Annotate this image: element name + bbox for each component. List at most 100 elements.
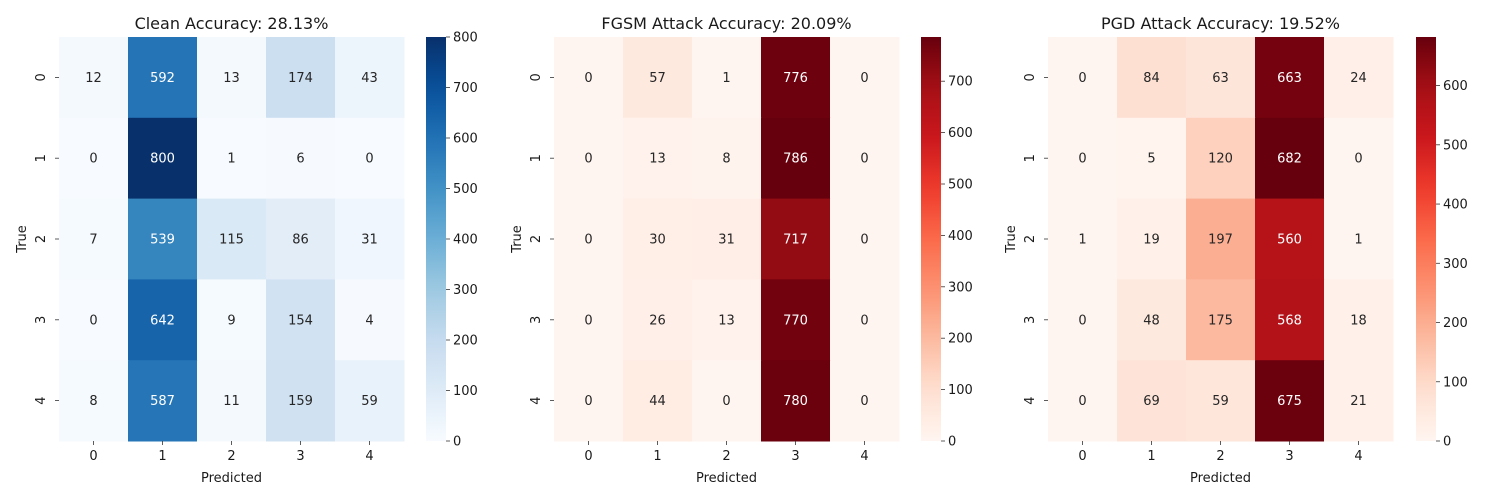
cell-value-label: 84 [1143,71,1160,86]
heatmap-cell [1186,279,1256,361]
colorbar-tick-label: 300 [453,283,478,298]
heatmap-cell [623,117,693,200]
y-tick-label: 0 [1023,73,1038,81]
heatmap-cell [761,37,831,119]
colorbar-tick-label: 600 [1443,79,1468,94]
cell-value-label: 780 [783,394,808,409]
heatmap-cell [128,37,198,119]
x-tick-label: 0 [584,449,592,464]
colorbar [921,37,941,441]
colorbar-tick-label: 700 [453,81,478,96]
cell-value-label: 31 [718,233,735,248]
cell-value-label: 13 [718,313,735,328]
cell-value-label: 7 [89,233,97,248]
cell-value-label: 0 [584,394,592,409]
x-tick-label: 4 [365,449,373,464]
cell-value-label: 1 [1078,233,1086,248]
cell-value-label: 770 [783,313,808,328]
cell-value-label: 0 [1078,152,1086,167]
colorbar-tick-label: 200 [948,332,973,347]
y-tick-label: 4 [1023,396,1038,404]
cell-value-label: 786 [783,152,808,167]
heatmap-cell [197,37,267,119]
cell-value-label: 63 [1212,71,1229,86]
x-tick-label: 3 [1285,449,1293,464]
y-axis-label: True [1004,225,1019,254]
heatmap-cell [1186,198,1256,280]
cell-value-label: 0 [584,71,592,86]
heatmap-cell [1048,37,1118,119]
x-tick-label: 4 [860,449,868,464]
cell-value-label: 663 [1277,71,1302,86]
colorbar-tick-label: 500 [1443,138,1468,153]
cell-value-label: 59 [361,394,378,409]
heatmap-cell [692,279,762,361]
cell-value-label: 115 [219,233,244,248]
cell-value-label: 18 [1350,313,1367,328]
cell-value-label: 13 [223,71,240,86]
panel-title: FGSM Attack Accuracy: 20.09% [601,14,851,33]
heatmap-cell [692,360,762,442]
heatmap-cell [128,360,198,442]
y-tick-label: 2 [1023,235,1038,243]
heatmap-cell [1117,360,1187,442]
cell-value-label: 0 [860,233,868,248]
y-tick-label: 0 [34,73,49,81]
cell-value-label: 0 [1078,313,1086,328]
heatmap-cell [623,279,693,361]
x-tick-label: 2 [1216,449,1224,464]
cell-value-label: 0 [860,394,868,409]
heatmap-cell [335,198,405,280]
cell-value-label: 675 [1277,394,1302,409]
cell-value-label: 21 [1350,394,1367,409]
heatmap-cell [1117,117,1187,200]
cell-value-label: 0 [89,313,97,328]
pgd-confusion-matrix-panel: 0 84 63 663 240 5 120 682 01 19 197 560 10 48 175 568 18… [1004,14,1468,486]
heatmap-cell [1255,198,1325,280]
cell-value-label: 539 [150,233,175,248]
cell-value-label: 682 [1277,152,1302,167]
heatmap-cell [197,279,267,361]
x-axis-label: Predicted [1190,471,1251,486]
x-tick-label: 1 [653,449,661,464]
heatmap-cell [59,37,129,119]
heatmap-cell [1117,279,1187,361]
heatmap-cell [59,198,129,280]
heatmap-cell [554,198,624,280]
heatmap-cell [266,117,336,200]
cell-value-label: 57 [649,71,666,86]
cell-value-label: 174 [288,71,313,86]
cell-value-label: 0 [860,313,868,328]
heatmap-cell [1324,37,1394,119]
colorbar-tick-label: 600 [948,126,973,141]
heatmap-cell [554,279,624,361]
y-tick-label: 3 [1023,316,1038,324]
cell-value-label: 0 [365,152,373,167]
heatmap-cell [1324,198,1394,280]
y-tick-label: 0 [529,73,544,81]
heatmap-cell [128,279,198,361]
cell-value-label: 24 [1350,71,1367,86]
heatmap-cell [197,117,267,200]
cell-value-label: 19 [1143,233,1160,248]
x-tick-label: 1 [1147,449,1155,464]
heatmap-cell [266,360,336,442]
cell-value-label: 69 [1143,394,1160,409]
cell-value-label: 4 [365,313,373,328]
heatmap-cell [1048,279,1118,361]
x-axis-label: Predicted [201,471,262,486]
heatmap-cell [266,37,336,119]
cell-value-label: 0 [584,152,592,167]
heatmap-cell [1255,117,1325,200]
heatmap-cell [335,117,405,200]
cell-value-label: 8 [89,394,97,409]
heatmap-cell [761,198,831,280]
cell-value-label: 0 [860,152,868,167]
x-tick-label: 0 [1078,449,1086,464]
heatmap-cell [1186,117,1256,200]
heatmap-cell [1255,360,1325,442]
clean-confusion-matrix-panel: 12 592 13 174 430 800 1 6 07 539 115 86 310 642 9 154 48… [15,14,478,486]
heatmap-cell [830,37,900,119]
cell-value-label: 1 [227,152,235,167]
colorbar-tick-label: 400 [948,229,973,244]
